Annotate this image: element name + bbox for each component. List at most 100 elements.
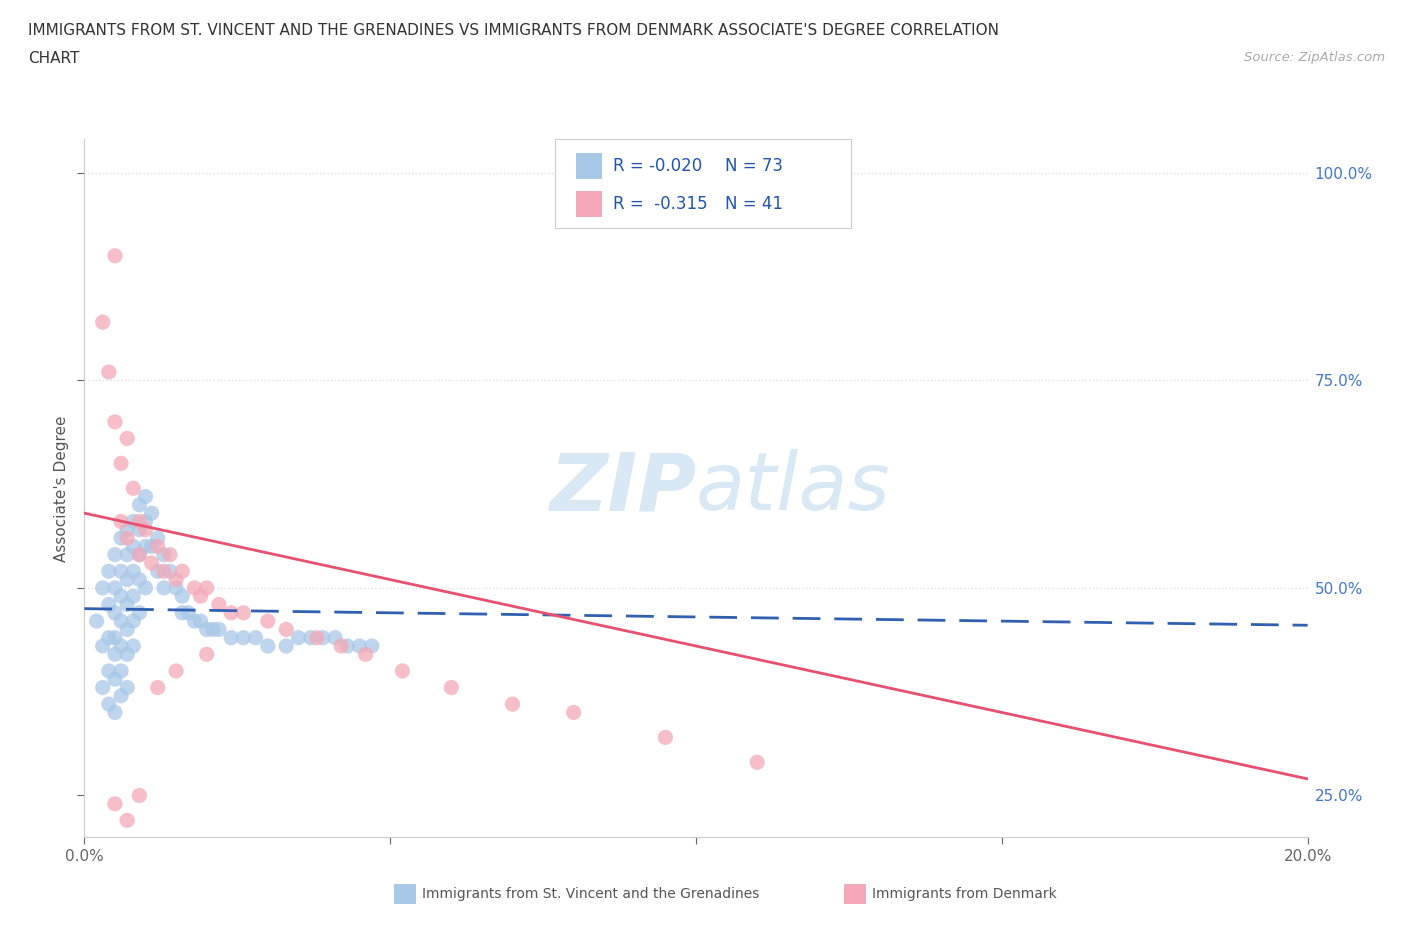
Point (276, 622, 298, 637)
Point (502, 697, 524, 711)
Point (323, 631, 346, 645)
Point (97, 631, 120, 645)
Point (172, 605, 194, 620)
Point (141, 539, 163, 554)
Point (440, 680, 463, 695)
Point (115, 680, 138, 695)
Point (165, 572, 187, 587)
Point (276, 639, 298, 654)
Point (299, 631, 322, 645)
Point (245, 631, 267, 645)
Point (190, 589, 212, 604)
Point (122, 589, 145, 604)
Point (165, 663, 187, 678)
Point (330, 639, 353, 654)
Point (190, 614, 212, 629)
Point (104, 796, 127, 811)
Point (232, 605, 254, 620)
Point (391, 663, 413, 678)
Point (159, 564, 181, 578)
Point (110, 564, 132, 578)
Point (135, 580, 157, 595)
Point (141, 555, 163, 570)
Point (91, 580, 114, 595)
Point (104, 547, 127, 562)
Point (115, 597, 138, 612)
Point (354, 647, 377, 662)
Point (115, 547, 138, 562)
Text: N = 73: N = 73 (725, 157, 783, 176)
Point (86, 614, 108, 629)
Point (110, 514, 132, 529)
Point (122, 539, 145, 554)
Point (257, 614, 280, 629)
Point (159, 547, 181, 562)
Point (141, 506, 163, 521)
Point (122, 564, 145, 578)
Point (146, 531, 169, 546)
Point (97, 663, 120, 678)
Point (104, 605, 127, 620)
Point (104, 248, 127, 263)
Text: IMMIGRANTS FROM ST. VINCENT AND THE GRENADINES VS IMMIGRANTS FROM DENMARK ASSOCI: IMMIGRANTS FROM ST. VINCENT AND THE GREN… (28, 23, 1000, 38)
Point (110, 531, 132, 546)
Text: R =  -0.315: R = -0.315 (613, 194, 707, 213)
Point (110, 639, 132, 654)
Point (208, 597, 231, 612)
Point (104, 415, 127, 430)
Point (287, 631, 309, 645)
Point (122, 481, 145, 496)
Point (146, 564, 169, 578)
Point (122, 514, 145, 529)
Point (312, 631, 335, 645)
Point (97, 597, 120, 612)
Point (110, 614, 132, 629)
Point (97, 365, 120, 379)
Point (201, 622, 224, 637)
Point (128, 605, 150, 620)
Point (135, 539, 157, 554)
Point (195, 647, 218, 662)
Point (183, 614, 205, 629)
Point (336, 639, 359, 654)
Point (110, 688, 132, 703)
Point (115, 531, 138, 546)
Point (128, 572, 150, 587)
Point (153, 547, 176, 562)
Point (349, 639, 371, 654)
Point (91, 680, 114, 695)
Point (115, 572, 138, 587)
Point (654, 730, 676, 745)
Point (104, 647, 127, 662)
Point (122, 614, 145, 629)
Point (195, 580, 218, 595)
Point (146, 680, 169, 695)
Point (91, 639, 114, 654)
Point (128, 498, 150, 512)
Point (305, 631, 328, 645)
Point (122, 639, 145, 654)
Point (115, 431, 138, 445)
Point (165, 580, 187, 595)
Point (97, 564, 120, 578)
Point (257, 639, 280, 654)
Text: atlas: atlas (696, 449, 891, 527)
Text: Immigrants from Denmark: Immigrants from Denmark (872, 886, 1056, 901)
Point (128, 514, 150, 529)
Point (172, 589, 194, 604)
Point (232, 631, 254, 645)
Y-axis label: Associate's Degree: Associate's Degree (53, 415, 69, 562)
Point (104, 705, 127, 720)
Text: Source: ZipAtlas.com: Source: ZipAtlas.com (1244, 51, 1385, 64)
Text: R = -0.020: R = -0.020 (613, 157, 702, 176)
Point (128, 788, 150, 803)
Point (104, 631, 127, 645)
Text: ZIP: ZIP (548, 449, 696, 527)
Text: Immigrants from St. Vincent and the Grenadines: Immigrants from St. Vincent and the Gren… (422, 886, 759, 901)
Point (183, 580, 205, 595)
Point (219, 605, 242, 620)
Point (153, 580, 176, 595)
Point (104, 580, 127, 595)
Point (219, 631, 242, 645)
Point (135, 514, 157, 529)
